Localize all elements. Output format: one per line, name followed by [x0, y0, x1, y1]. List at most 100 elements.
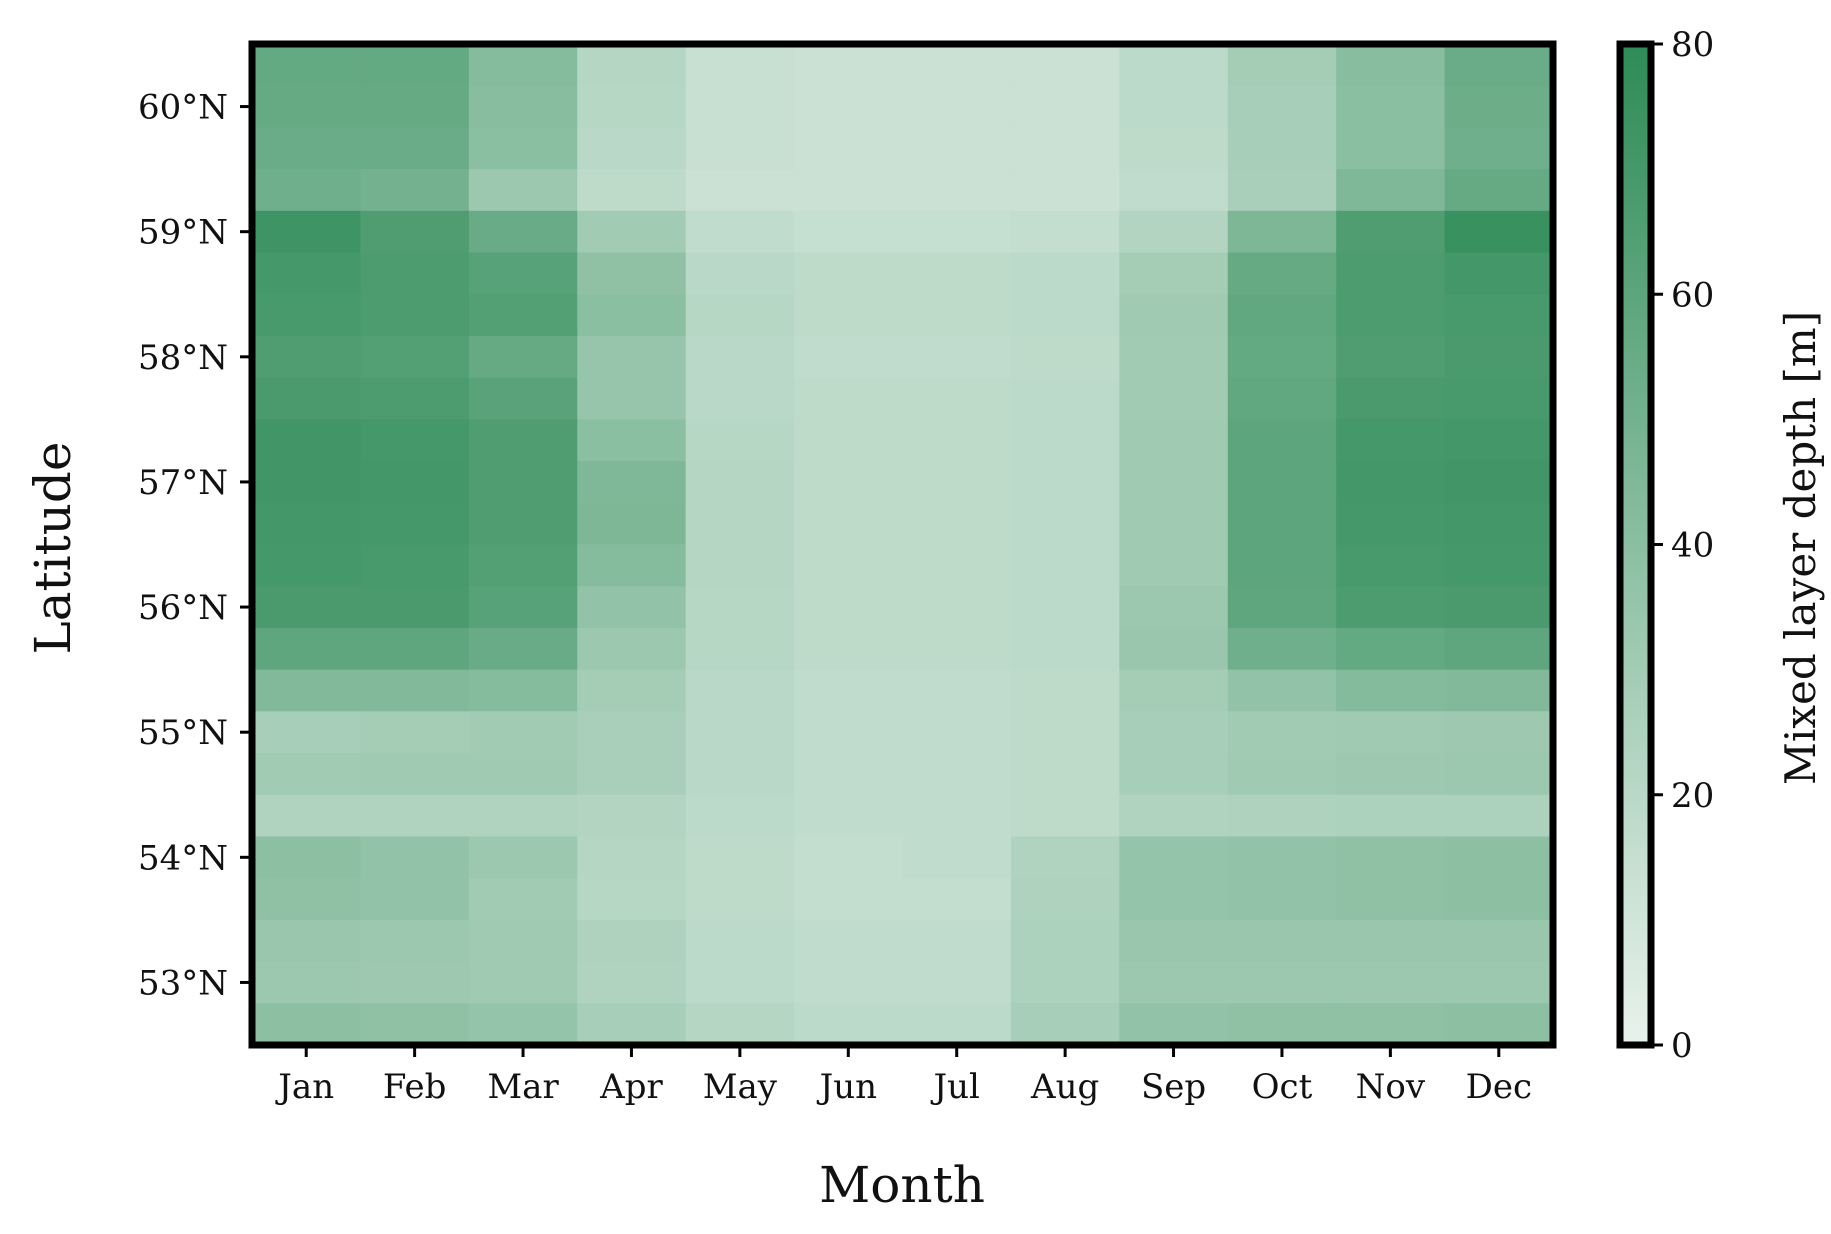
heatmap-cell — [1444, 544, 1554, 587]
heatmap-cell — [1227, 878, 1337, 921]
heatmap-cell — [252, 753, 362, 796]
heatmap-cell — [252, 878, 362, 921]
heatmap-cell — [685, 586, 795, 629]
heatmap-cell — [1010, 294, 1120, 337]
heatmap-cell — [1227, 586, 1337, 629]
heatmap-cell — [794, 961, 904, 1004]
colorbar-title: Mixed layer depth [m] — [1776, 311, 1825, 785]
heatmap-cell — [1444, 335, 1554, 379]
heatmap-cell — [468, 878, 578, 921]
heatmap-cell — [685, 502, 795, 546]
colorbar-tick-label: 20 — [1671, 776, 1714, 816]
heatmap-cell — [685, 627, 795, 671]
heatmap-cell — [252, 44, 362, 87]
heatmap-cell — [360, 169, 470, 212]
y-tick-label: 53°N — [138, 963, 228, 1003]
heatmap-cell — [685, 878, 795, 921]
heatmap-cell — [1444, 44, 1554, 87]
heatmap-cell — [1119, 377, 1229, 420]
heatmap-cell — [1119, 44, 1229, 87]
heatmap-cell — [252, 711, 362, 754]
heatmap-cell — [1010, 1003, 1120, 1046]
heatmap-cell — [360, 210, 470, 254]
heatmap-cell — [360, 753, 470, 796]
heatmap-cell — [468, 753, 578, 796]
heatmap-cell — [1444, 627, 1554, 671]
heatmap-cell — [252, 544, 362, 587]
heatmap-cell — [1336, 627, 1446, 671]
heatmap-cell — [1227, 252, 1337, 295]
heatmap-cell — [468, 836, 578, 879]
heatmap-cell — [902, 294, 1012, 337]
heatmap-cell — [468, 377, 578, 420]
heatmap-cell — [360, 627, 470, 671]
heatmap-cell — [252, 335, 362, 379]
heatmap-cell — [577, 1003, 687, 1046]
heatmap-cell — [685, 961, 795, 1004]
heatmap-cell — [794, 335, 904, 379]
heatmap-cell — [1119, 669, 1229, 712]
heatmap-cell — [360, 711, 470, 754]
heatmap-cell — [1227, 961, 1337, 1004]
heatmap-cell — [360, 544, 470, 587]
heatmap-cell — [902, 502, 1012, 546]
heatmap-cell — [685, 419, 795, 462]
x-tick-label: Feb — [383, 1067, 447, 1107]
heatmap-cell — [1336, 461, 1446, 504]
heatmap-cell — [1444, 169, 1554, 212]
heatmap-cell — [1336, 711, 1446, 754]
heatmap-cell — [902, 377, 1012, 420]
heatmap-cell — [1444, 1003, 1554, 1046]
heatmap-cell — [360, 586, 470, 629]
heatmap-cell — [902, 919, 1012, 963]
heatmap-cell — [577, 753, 687, 796]
heatmap-cell — [794, 377, 904, 420]
heatmap-cell — [360, 335, 470, 379]
heatmap-cell — [1010, 252, 1120, 295]
x-tick-label: Aug — [1030, 1067, 1099, 1107]
heatmap-cell — [1336, 669, 1446, 712]
heatmap-cell — [577, 878, 687, 921]
heatmap-cell — [1227, 544, 1337, 587]
heatmap-cell — [685, 461, 795, 504]
heatmap-cell — [360, 502, 470, 546]
heatmap-cell — [902, 85, 1012, 129]
heatmap-cell — [1010, 335, 1120, 379]
heatmap-cell — [577, 669, 687, 712]
x-tick-label: Sep — [1141, 1067, 1206, 1107]
heatmap-cell — [577, 461, 687, 504]
heatmap-cell — [252, 961, 362, 1004]
heatmap-cell — [577, 544, 687, 587]
heatmap-cell — [360, 377, 470, 420]
heatmap-cell — [1227, 169, 1337, 212]
heatmap-cell — [1227, 294, 1337, 337]
heatmap-cell — [468, 919, 578, 963]
heatmap-cell — [685, 753, 795, 796]
heatmap-cell — [1119, 878, 1229, 921]
heatmap-cell — [468, 627, 578, 671]
heatmap-cell — [1227, 85, 1337, 129]
heatmap-cell — [1336, 169, 1446, 212]
heatmap-cell — [902, 1003, 1012, 1046]
heatmap-cell — [902, 461, 1012, 504]
heatmap-cell — [468, 711, 578, 754]
heatmap-cell — [1119, 294, 1229, 337]
heatmap-cell — [252, 502, 362, 546]
colorbar-ticks: 0 20 40 60 80 — [1651, 25, 1714, 1066]
heatmap-cell — [468, 44, 578, 87]
heatmap-cell — [360, 836, 470, 879]
heatmap-cell — [794, 502, 904, 546]
heatmap-cell — [577, 335, 687, 379]
heatmap-cell — [902, 711, 1012, 754]
heatmap-cell — [360, 461, 470, 504]
heatmap-cell — [577, 44, 687, 87]
heatmap-cell — [794, 44, 904, 87]
heatmap-cell — [468, 127, 578, 170]
x-axis-title: Month — [819, 1156, 985, 1214]
y-tick-label: 55°N — [138, 713, 228, 753]
heatmap-cell — [577, 85, 687, 129]
heatmap-cell — [1010, 919, 1120, 963]
heatmap-cell — [685, 669, 795, 712]
heatmap-cell — [902, 44, 1012, 87]
